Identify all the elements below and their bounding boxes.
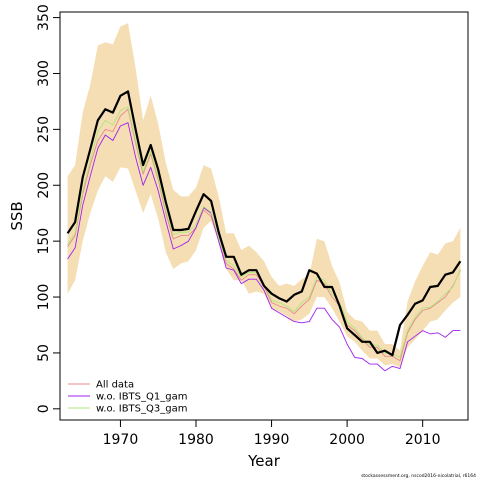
x-axis: 1970 1980 1990 2000 2010: [103, 420, 441, 448]
y-tick-label: 150: [36, 228, 52, 255]
legend-label: w.o. IBTS_Q3_gam: [96, 404, 187, 415]
x-tick-label: 1980: [178, 432, 214, 448]
confidence-band: [67, 23, 461, 368]
x-axis-title: Year: [247, 452, 281, 470]
legend-label: w.o. IBTS_Q1_gam: [96, 392, 187, 403]
confidence-band-layer: [67, 23, 461, 368]
series-line-2: [67, 122, 461, 372]
legend-label: All data: [96, 380, 134, 391]
y-axis: 0 50 100 150 200 250 300 350: [36, 4, 60, 413]
series-lines-layer: [66, 90, 462, 372]
y-tick-label: 50: [36, 344, 52, 362]
y-tick-label: 300: [36, 60, 52, 87]
y-tick-label: 250: [36, 116, 52, 143]
x-tick-label: 2000: [329, 432, 365, 448]
y-axis-title: SSB: [8, 201, 26, 230]
credit-text: stockassessment.org, nscod2016-nicolatri…: [361, 473, 476, 479]
x-tick-label: 2010: [405, 432, 441, 448]
plot-frame: [59, 11, 469, 421]
y-tick-label: 200: [36, 172, 52, 199]
series-line-estimate: [66, 90, 462, 357]
x-tick-label: 1970: [103, 432, 139, 448]
y-tick-label: 0: [36, 404, 52, 413]
y-tick-label: 100: [36, 284, 52, 311]
x-tick-label: 1990: [254, 432, 290, 448]
y-tick-label: 350: [36, 4, 52, 31]
